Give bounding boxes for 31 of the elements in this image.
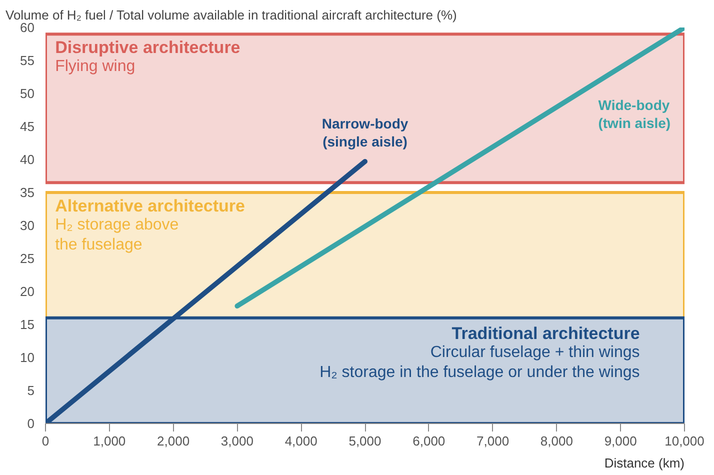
x-tick-label: 0 — [42, 434, 50, 448]
y-tick-label: 25 — [20, 251, 35, 266]
y-tick-label: 45 — [20, 119, 35, 134]
x-tick-label: 10,000 — [664, 434, 704, 448]
y-tick-label: 55 — [20, 53, 35, 68]
text: Narrow-body (single aisle) — [322, 116, 408, 150]
x-axis-title: Distance (km) — [604, 456, 685, 470]
y-tick-label: 10 — [20, 350, 35, 365]
x-tick-label: 7,000 — [476, 434, 510, 448]
y-tick-label: 60 — [20, 20, 35, 35]
series-label: Wide-body (twin aisle) — [598, 97, 671, 131]
y-tick-label: 35 — [20, 185, 35, 200]
x-tick-label: 9,000 — [604, 434, 637, 448]
x-tick-label: 1,000 — [93, 434, 126, 448]
y-tick-label: 20 — [20, 284, 35, 299]
y-axis-title: Volume of H₂ fuel / Total volume available in traditional aircraft architecture (%) — [6, 8, 457, 22]
x-tick-label: 2,000 — [157, 434, 190, 448]
band-label: Disruptive architecture Flying wing — [55, 38, 240, 76]
x-tick-label: 3,000 — [220, 434, 254, 448]
y-tick-label: 0 — [27, 416, 35, 431]
y-tick-label: 40 — [20, 152, 35, 167]
y-tick-label: 5 — [27, 383, 35, 398]
y-tick-label: 30 — [20, 218, 35, 233]
x-tick-label: 4,000 — [284, 434, 318, 448]
x-tick-label: 6,000 — [412, 434, 446, 448]
band-label: Alternative architecture H₂ storage above the fuselage — [55, 196, 245, 254]
x-tick-label: 5,000 — [348, 434, 382, 448]
y-tick-label: 15 — [20, 317, 35, 332]
band-label: Traditional architecture Circular fuselage + thin wings H₂ storage in the fuselage or under the wings — [320, 324, 640, 381]
y-tick-label: 50 — [20, 86, 35, 101]
x-tick-label: 8,000 — [540, 434, 573, 448]
